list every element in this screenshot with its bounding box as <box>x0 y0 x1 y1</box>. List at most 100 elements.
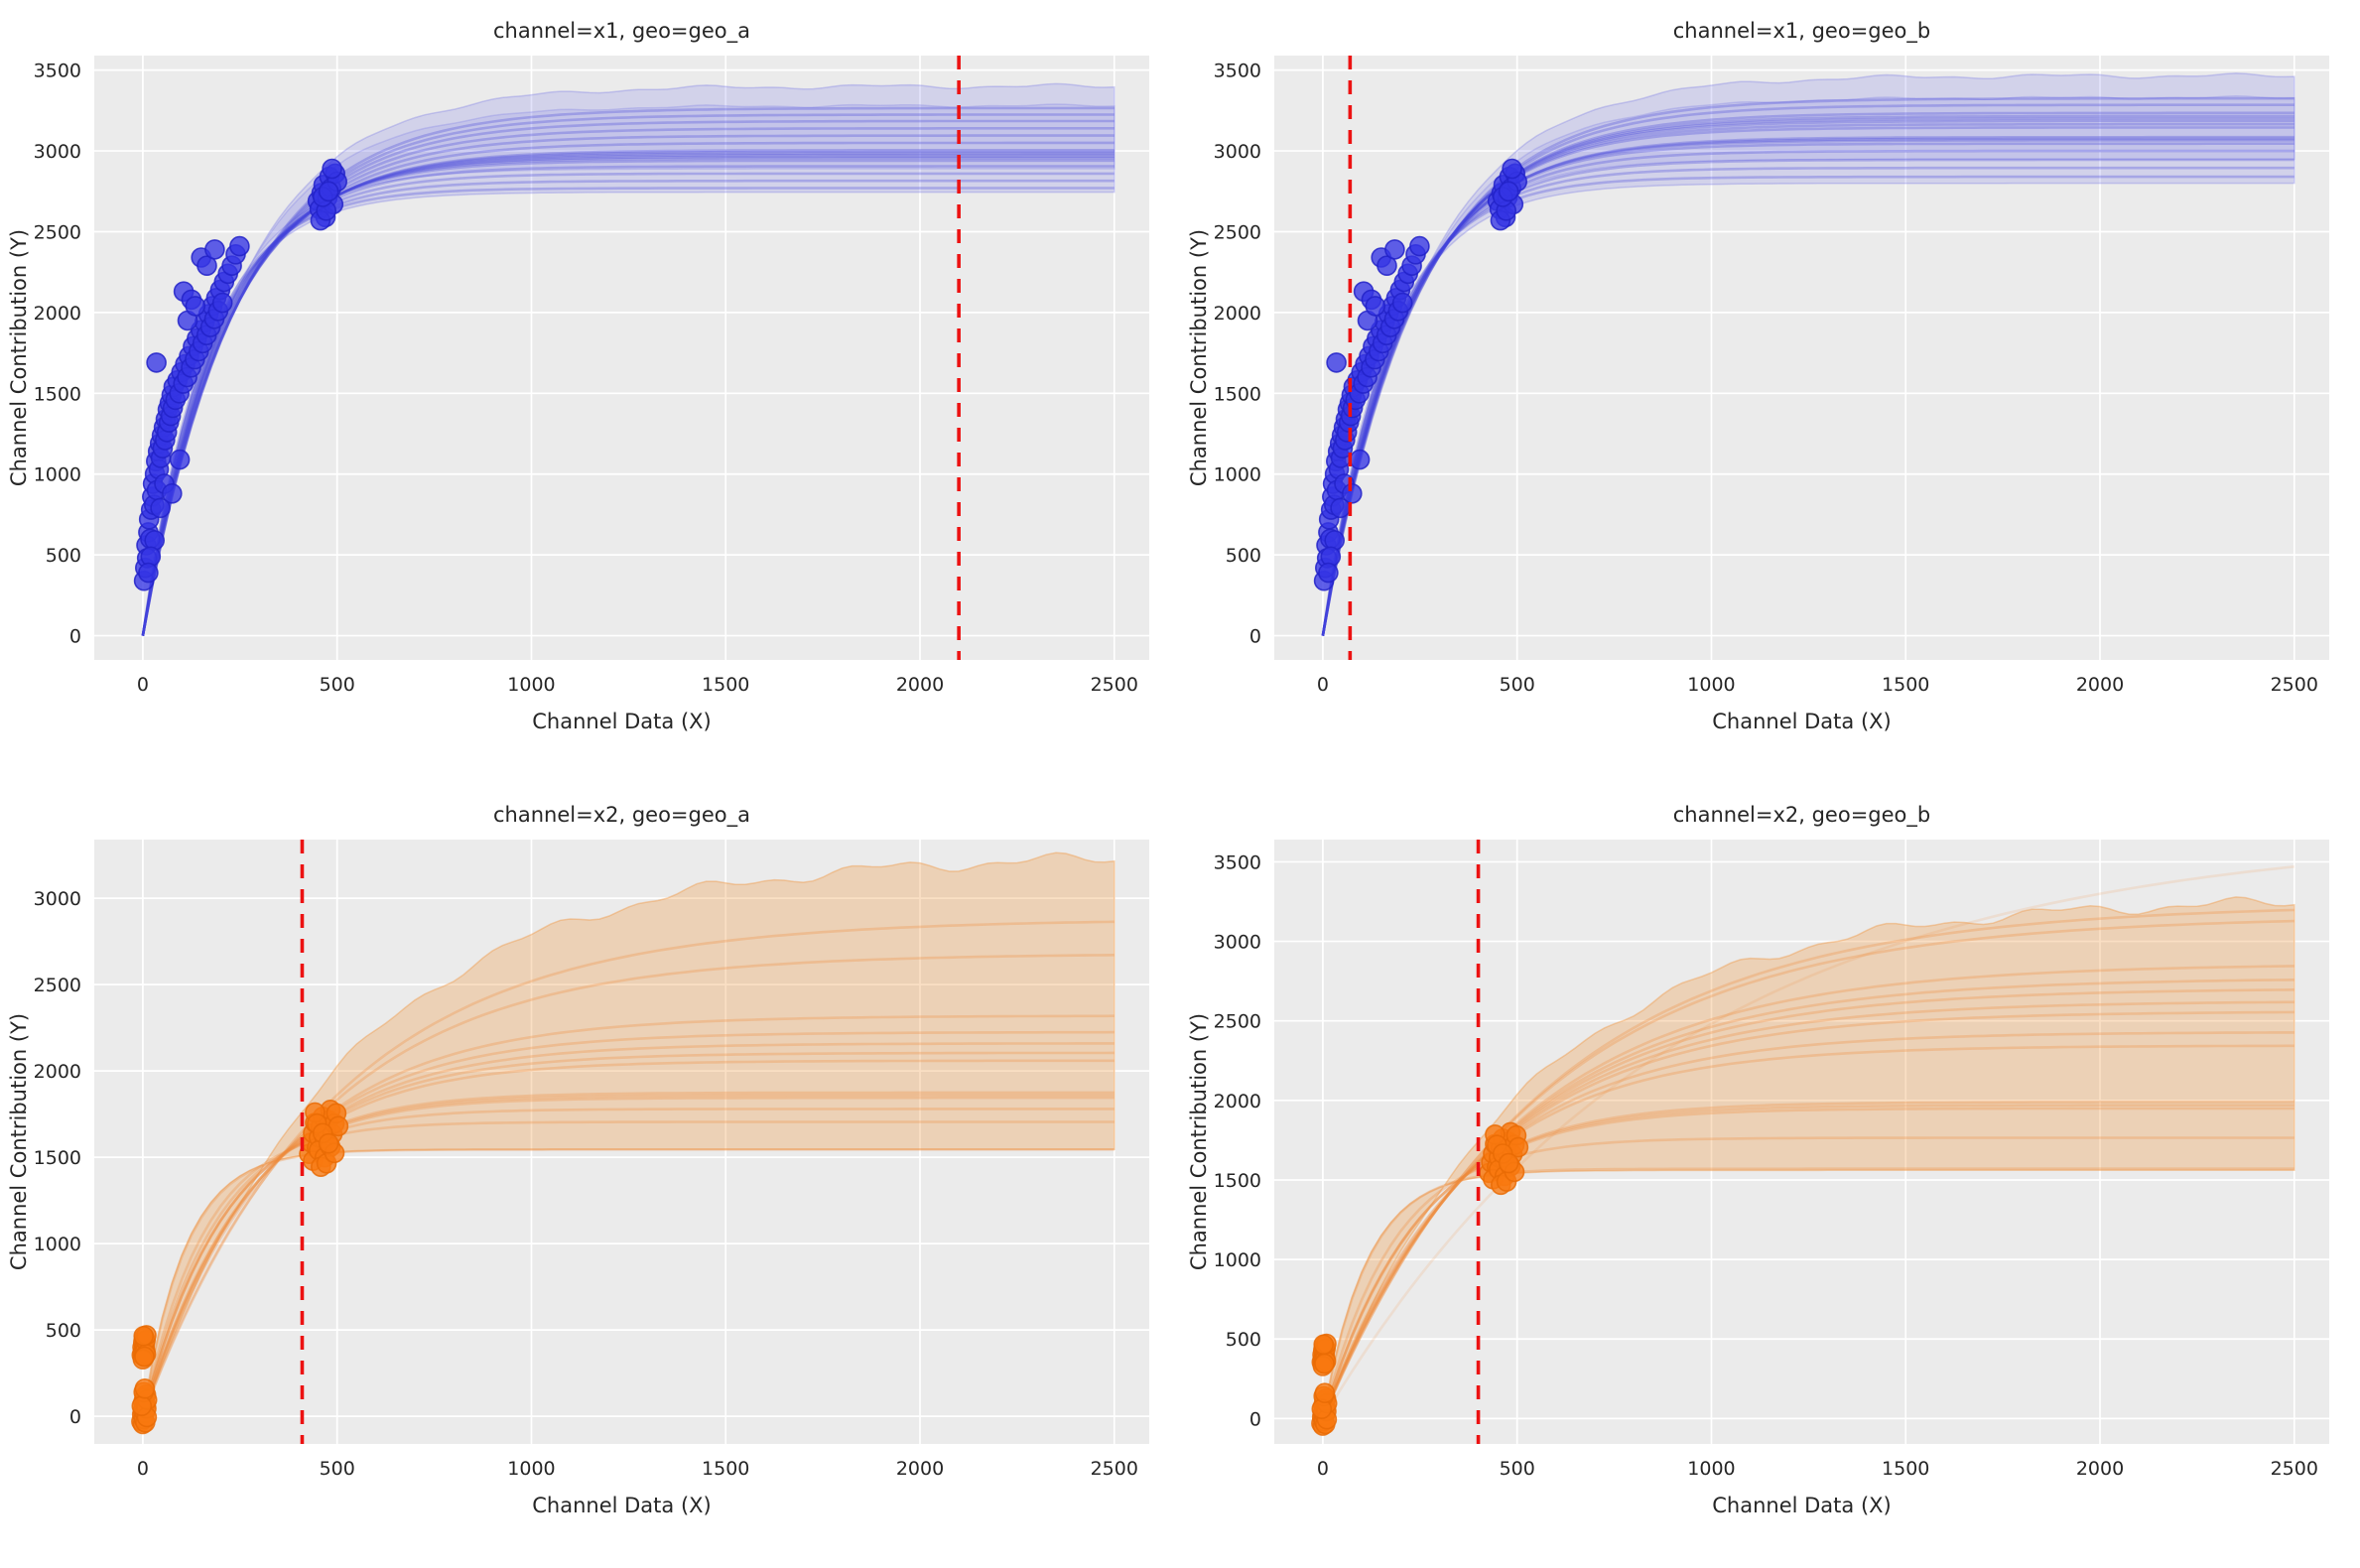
svg-text:1500: 1500 <box>1214 1170 1261 1192</box>
svg-text:1000: 1000 <box>1214 464 1261 486</box>
y-axis-label: Channel Contribution (Y) <box>1187 229 1211 486</box>
subplot-title: channel=x2, geo=geo_a <box>493 803 750 828</box>
svg-text:2500: 2500 <box>2271 674 2318 696</box>
svg-text:2000: 2000 <box>34 1061 81 1083</box>
svg-text:1500: 1500 <box>702 1458 749 1480</box>
x-tick-labels: 0 500 1000 1500 2000 2500 <box>1317 1458 2318 1480</box>
svg-text:500: 500 <box>1226 1329 1261 1351</box>
svg-text:0: 0 <box>1317 1458 1329 1480</box>
svg-text:1000: 1000 <box>507 674 555 696</box>
saturation-curve <box>1321 111 2294 636</box>
x-axis-label: Channel Data (X) <box>532 1494 711 1517</box>
svg-text:3000: 3000 <box>34 141 81 163</box>
x-axis-label: Channel Data (X) <box>1712 710 1891 733</box>
svg-text:1000: 1000 <box>1687 674 1735 696</box>
uncertainty-band <box>1322 72 2295 636</box>
saturation-curve <box>1321 139 2294 636</box>
svg-text:0: 0 <box>137 1458 149 1480</box>
saturation-curve <box>1321 96 2294 636</box>
saturation-curve <box>141 172 1114 636</box>
svg-text:0: 0 <box>137 674 149 696</box>
svg-text:2500: 2500 <box>34 975 81 996</box>
svg-text:2500: 2500 <box>1091 674 1138 696</box>
svg-text:2500: 2500 <box>1214 221 1261 243</box>
saturation-curve <box>1321 103 2294 636</box>
y-tick-labels: 0 500 1000 1500 2000 2500 3000 3500 <box>34 61 81 648</box>
saturation-curve <box>1321 117 2294 636</box>
svg-text:3000: 3000 <box>34 888 81 910</box>
svg-text:1500: 1500 <box>1214 383 1261 405</box>
svg-text:500: 500 <box>320 1458 355 1480</box>
svg-text:0: 0 <box>1249 626 1261 648</box>
svg-text:1000: 1000 <box>34 464 81 486</box>
chart-svg-x2-geo-a: 0 500 1000 1500 2000 2500 0 500 1000 1500 2000 2500… <box>7 803 1149 1517</box>
svg-text:500: 500 <box>46 1320 81 1342</box>
saturation-curve <box>141 113 1114 636</box>
subplot-title: channel=x2, geo=geo_b <box>1673 803 1930 828</box>
uncertainty-band <box>1322 95 2295 636</box>
svg-text:3500: 3500 <box>34 61 81 82</box>
y-axis-label: Channel Contribution (Y) <box>7 229 31 486</box>
scatter-points <box>1311 1121 1529 1436</box>
svg-text:1500: 1500 <box>34 383 81 405</box>
chart-svg-x1-geo-a: 0 500 1000 1500 2000 2500 0 500 1000 1500 2000 2500… <box>7 19 1149 733</box>
svg-text:1000: 1000 <box>507 1458 555 1480</box>
saturation-curve <box>141 159 1114 636</box>
svg-text:2000: 2000 <box>1214 1091 1261 1112</box>
x-axis-label: Channel Data (X) <box>532 710 711 733</box>
svg-text:2000: 2000 <box>1214 303 1261 325</box>
saturation-curve <box>141 155 1114 636</box>
svg-text:500: 500 <box>1226 545 1261 567</box>
y-axis-label: Channel Contribution (Y) <box>1187 1013 1211 1270</box>
chart-svg-x1-geo-b: 0 500 1000 1500 2000 2500 0 500 1000 1500 2000 2500… <box>1187 19 2329 733</box>
saturation-curve <box>141 127 1114 636</box>
saturation-curve <box>1321 158 2294 636</box>
saturation-curve <box>141 119 1114 636</box>
subplot-channel-x2-geo-b: 0 500 1000 1500 2000 2500 0 500 1000 1500 2000 2500… <box>1180 784 2360 1568</box>
uncertainty-band <box>1322 896 2295 1419</box>
axes-background <box>1274 56 2329 660</box>
axes-background <box>94 840 1149 1444</box>
subplot-title: channel=x1, geo=geo_b <box>1673 19 1930 44</box>
y-tick-labels: 0 500 1000 1500 2000 2500 3000 3500 <box>1214 61 1261 648</box>
x-tick-labels: 0 500 1000 1500 2000 2500 <box>1317 674 2318 696</box>
saturation-curve <box>1321 142 2294 636</box>
saturation-curve <box>141 157 1114 636</box>
saturation-curve <box>141 152 1114 636</box>
saturation-curve <box>141 165 1114 636</box>
svg-text:2000: 2000 <box>2076 674 2124 696</box>
y-tick-labels: 0 500 1000 1500 2000 2500 3000 3500 <box>1214 851 1261 1430</box>
saturation-curve <box>1321 119 2294 636</box>
svg-text:2500: 2500 <box>2271 1458 2318 1480</box>
saturation-curve <box>141 134 1114 636</box>
svg-text:500: 500 <box>46 545 81 567</box>
saturation-curve <box>1321 166 2294 636</box>
saturation-curve <box>141 153 1114 636</box>
saturation-curve <box>141 187 1114 636</box>
svg-text:0: 0 <box>1317 674 1329 696</box>
scatter-points <box>1313 158 1528 591</box>
svg-text:1500: 1500 <box>1882 674 1929 696</box>
gridlines <box>1274 56 2329 660</box>
svg-text:2500: 2500 <box>34 221 81 243</box>
saturation-curve <box>141 141 1114 636</box>
saturation-curves <box>141 106 1114 636</box>
saturation-curve <box>1321 137 2294 636</box>
svg-text:2000: 2000 <box>896 1458 944 1480</box>
scatter-points <box>131 1099 349 1435</box>
svg-text:3500: 3500 <box>1214 61 1261 82</box>
saturation-curve <box>141 150 1114 636</box>
scatter-points <box>133 158 348 591</box>
saturation-curve <box>141 179 1114 636</box>
saturation-curve <box>1321 149 2294 636</box>
uncertainty-band <box>142 851 1115 1417</box>
saturation-curve <box>1321 175 2294 636</box>
svg-text:1500: 1500 <box>1882 1458 1929 1480</box>
saturation-curve <box>1321 114 2294 636</box>
x-tick-labels: 0 500 1000 1500 2000 2500 <box>137 1458 1138 1480</box>
svg-text:0: 0 <box>69 626 81 648</box>
subplot-channel-x1-geo-a: 0 500 1000 1500 2000 2500 0 500 1000 1500 2000 2500… <box>0 0 1180 784</box>
axes-background <box>94 56 1149 660</box>
svg-text:2000: 2000 <box>2076 1458 2124 1480</box>
